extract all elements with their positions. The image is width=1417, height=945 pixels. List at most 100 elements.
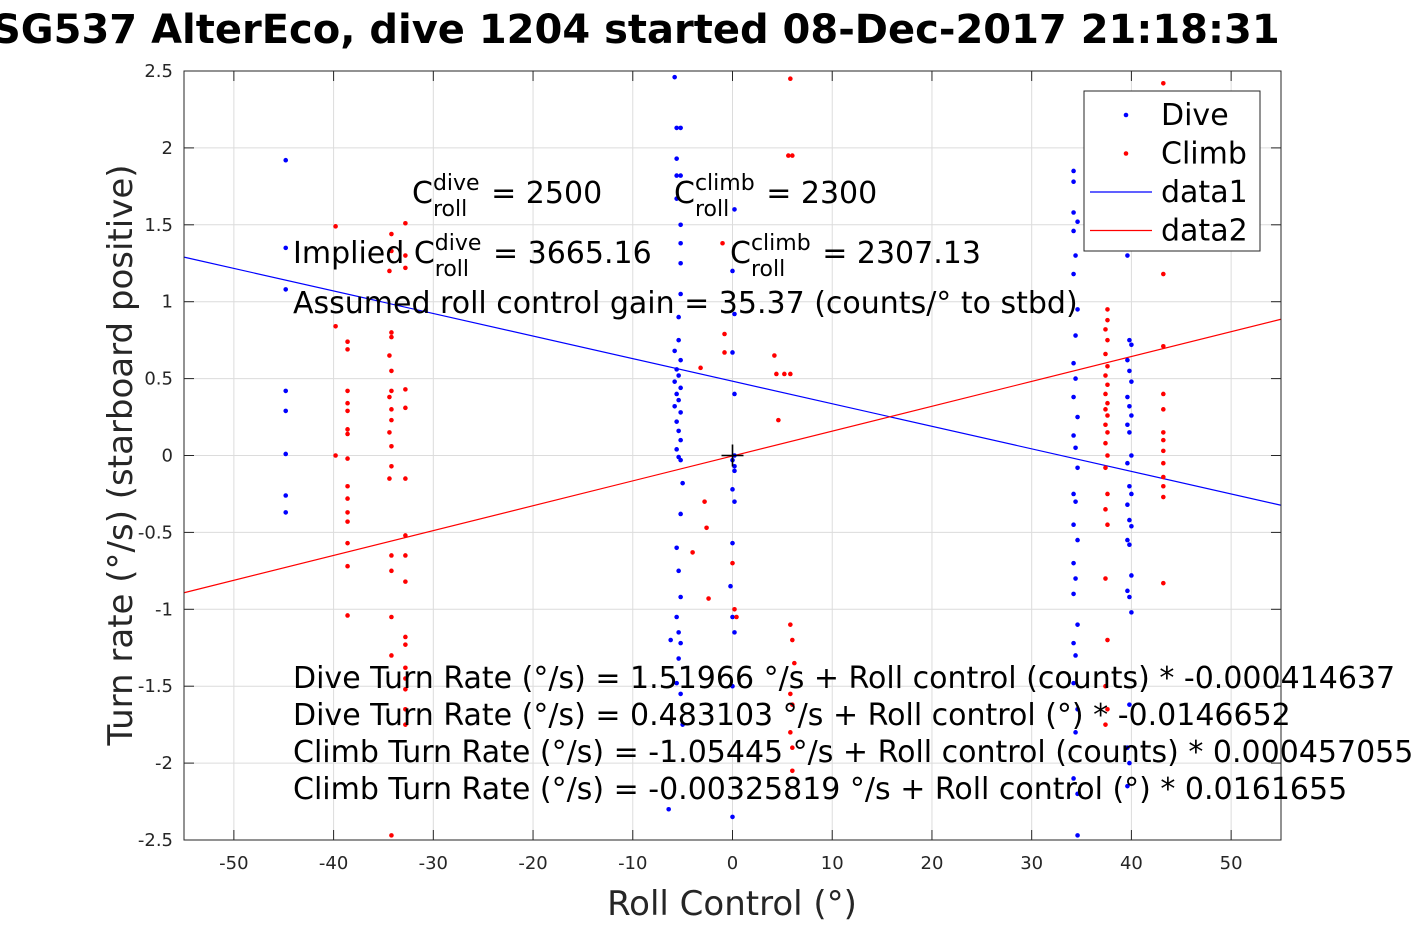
point-dive xyxy=(678,437,683,443)
point-dive xyxy=(678,691,683,697)
point-dive xyxy=(283,408,289,414)
point-climb xyxy=(1161,430,1166,435)
x-tick-label: -50 xyxy=(219,853,248,874)
point-climb xyxy=(1105,317,1110,323)
point-dive xyxy=(732,207,737,212)
point-climb xyxy=(333,224,338,229)
point-climb xyxy=(782,371,787,377)
point-climb xyxy=(389,368,394,374)
point-dive xyxy=(678,410,683,415)
point-dive xyxy=(674,125,679,131)
point-climb xyxy=(1161,407,1166,412)
point-dive xyxy=(672,348,677,354)
point-dive xyxy=(1129,523,1134,529)
point-dive xyxy=(283,287,289,292)
point-climb xyxy=(1105,382,1110,388)
y-tick-label: -1.5 xyxy=(138,676,173,697)
point-dive xyxy=(680,480,685,486)
point-climb xyxy=(389,388,394,394)
point-dive xyxy=(1127,542,1132,548)
point-dive xyxy=(1071,179,1076,185)
point-dive xyxy=(283,451,289,457)
point-dive xyxy=(730,614,735,620)
point-climb xyxy=(1103,440,1108,446)
y-axis-label: Turn rate (°/s) (starboard positive) xyxy=(101,164,141,746)
point-dive xyxy=(1071,433,1076,438)
point-climb xyxy=(790,637,795,643)
point-dive xyxy=(674,545,679,551)
point-dive xyxy=(1129,342,1134,348)
point-climb xyxy=(389,231,394,237)
point-climb xyxy=(389,614,394,620)
y-tick-label: 2.5 xyxy=(144,61,173,82)
point-dive xyxy=(678,511,683,517)
point-dive xyxy=(1075,833,1080,838)
point-dive xyxy=(1073,576,1078,581)
x-tick-label: -10 xyxy=(618,853,647,874)
point-dive xyxy=(1075,465,1080,471)
point-climb xyxy=(1105,307,1110,312)
cdive-roll-label: Cdive roll = 2500 xyxy=(412,171,602,222)
legend-box xyxy=(1083,90,1261,252)
point-climb xyxy=(389,568,394,574)
point-climb xyxy=(345,347,350,352)
point-dive xyxy=(1073,445,1078,451)
point-climb xyxy=(730,560,735,566)
point-climb xyxy=(1105,706,1110,712)
point-dive xyxy=(1129,413,1134,418)
point-dive xyxy=(1127,702,1132,707)
point-dive xyxy=(1073,376,1078,381)
point-climb xyxy=(1103,407,1108,412)
point-dive xyxy=(1125,422,1130,428)
point-dive xyxy=(676,373,681,378)
x-tick-label: -40 xyxy=(319,853,348,874)
point-dive xyxy=(1129,379,1134,384)
point-dive xyxy=(730,268,735,274)
point-climb xyxy=(345,456,350,461)
point-climb xyxy=(1105,400,1110,406)
point-dive xyxy=(674,196,679,201)
point-climb xyxy=(790,153,795,158)
point-climb xyxy=(345,388,350,394)
point-climb xyxy=(1161,81,1166,86)
point-climb xyxy=(786,153,791,158)
point-dive xyxy=(666,806,671,812)
series-line-data1 xyxy=(183,256,1282,506)
point-climb xyxy=(720,240,725,246)
point-climb xyxy=(1161,437,1166,443)
point-climb xyxy=(1161,474,1166,480)
point-climb xyxy=(788,76,793,81)
cclimb-roll-label: Cclimb roll = 2300 xyxy=(674,171,877,222)
point-climb xyxy=(403,676,408,681)
point-dive xyxy=(668,637,673,643)
fit-equation-label: Climb Turn Rate (°/s) = -1.05445 °/s + R… xyxy=(293,735,1413,770)
point-climb xyxy=(1103,391,1108,397)
point-dive xyxy=(678,173,683,178)
point-climb xyxy=(403,253,408,258)
point-climb xyxy=(1105,363,1110,369)
point-climb xyxy=(345,427,350,432)
point-climb xyxy=(389,653,394,658)
point-climb xyxy=(1103,422,1108,428)
point-dive xyxy=(1127,368,1132,374)
point-climb xyxy=(774,371,779,377)
point-climb xyxy=(389,330,394,335)
point-climb xyxy=(345,563,350,569)
point-climb xyxy=(389,553,394,558)
point-dive xyxy=(1071,640,1076,646)
point-climb xyxy=(1103,576,1108,581)
x-tick-label: 50 xyxy=(1220,853,1243,874)
point-climb xyxy=(403,665,408,671)
x-tick-label: 20 xyxy=(921,853,944,874)
point-dive xyxy=(672,74,677,80)
point-dive xyxy=(1073,253,1078,258)
point-dive xyxy=(283,157,289,163)
axis-ticks: -50 -40 -30 -20 -10 0 10 20 30 40 50 2.5 2 1.5 1 0.5 0 -0… xyxy=(138,61,1281,874)
point-climb xyxy=(387,394,392,400)
point-climb xyxy=(788,730,793,735)
point-dive xyxy=(674,391,679,397)
point-dive xyxy=(676,568,681,574)
point-climb xyxy=(403,722,408,727)
point-climb xyxy=(387,353,392,358)
